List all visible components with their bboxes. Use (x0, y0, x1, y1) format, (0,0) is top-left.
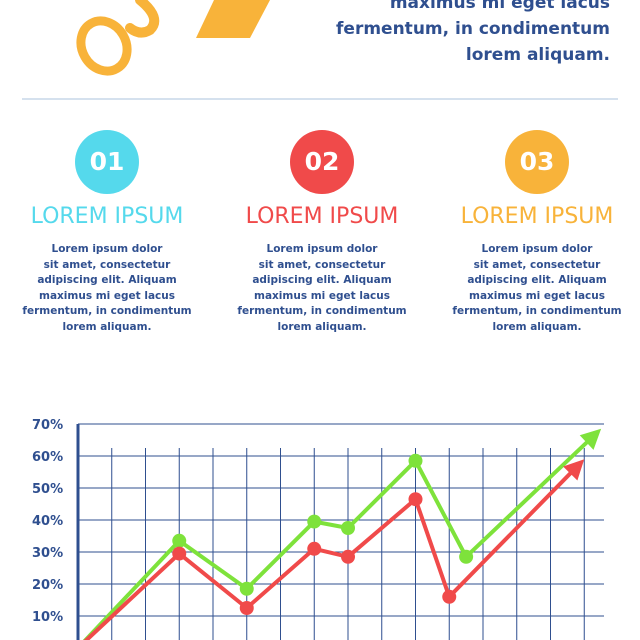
number-badge-3: 03 (505, 130, 569, 194)
body-line: maximus mi eget lacus (254, 289, 390, 302)
y-tick-label: 50% (32, 482, 63, 497)
data-point (408, 492, 423, 507)
y-tick-label: 30% (32, 546, 63, 561)
series-line-2 (83, 467, 576, 640)
data-point (408, 453, 423, 468)
column-body-1: Lorem ipsum dolor sit amet, consectetur … (0, 242, 214, 335)
hero-text: maximus mi eget lacus fermentum, in cond… (280, 0, 610, 68)
body-line: Lorem ipsum dolor (51, 243, 163, 255)
y-tick-label: 70% (32, 418, 63, 433)
line-chart: 10% 20% 30% 40% 50% 60% 70% (32, 418, 604, 640)
body-line: lorem aliquam. (62, 320, 152, 333)
data-point (307, 541, 322, 556)
y-tick-label: 10% (32, 610, 63, 625)
data-point (307, 514, 322, 529)
body-line: adipiscing elit. Aliquam (37, 274, 177, 286)
data-point (459, 549, 474, 564)
section-divider (22, 98, 618, 100)
column-heading-3: LOREM IPSUM (460, 204, 614, 229)
info-column-1: 01 LOREM IPSUM Lorem ipsum dolor sit ame… (0, 130, 214, 335)
body-line: adipiscing elit. Aliquam (467, 274, 607, 286)
y-tick-label: 40% (32, 514, 63, 529)
body-line: lorem aliquam. (492, 320, 582, 333)
column-heading-1: LOREM IPSUM (30, 204, 184, 229)
series-arrow-2 (563, 459, 585, 481)
hero-text-line: lorem aliquam. (465, 45, 610, 65)
column-body-2: Lorem ipsum dolor sit amet, consectetur … (215, 242, 429, 335)
data-point (239, 581, 254, 596)
body-line: fermentum, in condimentum (22, 305, 192, 317)
body-line: fermentum, in condimentum (452, 305, 622, 317)
body-line: Lorem ipsum dolor (266, 243, 378, 255)
series-arrow-1 (579, 428, 602, 450)
body-line: Lorem ipsum dolor (481, 243, 593, 255)
body-line: adipiscing elit. Aliquam (252, 274, 392, 286)
y-tick-label: 20% (32, 578, 63, 593)
hero-number-zero (76, 16, 132, 76)
hero-number-art (76, 0, 270, 76)
hero-number-five (125, 0, 160, 38)
data-point (341, 521, 355, 535)
y-tick-label: 60% (32, 450, 63, 465)
body-line: sit amet, consectetur (473, 258, 601, 271)
info-column-3: 03 LOREM IPSUM Lorem ipsum dolor sit ame… (430, 130, 640, 335)
body-line: lorem aliquam. (277, 320, 367, 333)
body-line: maximus mi eget lacus (469, 289, 605, 302)
body-line: maximus mi eget lacus (39, 289, 175, 302)
series-line-1 (82, 436, 593, 640)
column-heading-2: LOREM IPSUM (245, 204, 399, 229)
data-point (341, 549, 355, 564)
info-column-2: 02 LOREM IPSUM Lorem ipsum dolor sit ame… (215, 130, 429, 335)
number-badge-2: 02 (290, 130, 354, 194)
body-line: fermentum, in condimentum (237, 305, 407, 317)
data-point (442, 589, 457, 604)
hero-parallelogram (196, 0, 270, 38)
column-body-3: Lorem ipsum dolor sit amet, consectetur … (430, 242, 640, 335)
hero-text-line: fermentum, in condimentum (336, 19, 610, 39)
data-point (172, 533, 187, 548)
hero-text-line: maximus mi eget lacus (389, 0, 610, 13)
body-line: sit amet, consectetur (43, 258, 171, 271)
data-point (172, 546, 187, 561)
data-point (239, 601, 254, 615)
number-badge-1: 01 (75, 130, 139, 194)
body-line: sit amet, consectetur (258, 258, 386, 271)
